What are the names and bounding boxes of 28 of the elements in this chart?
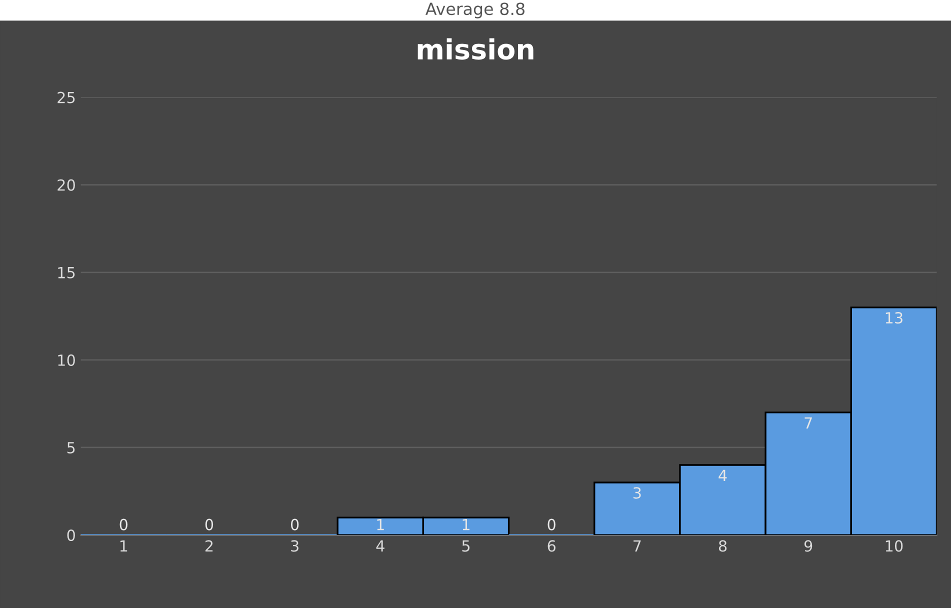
x-tick-label: 4 bbox=[376, 540, 384, 552]
data-label: 4 bbox=[718, 470, 727, 481]
text: Average 8.8 bbox=[426, 2, 524, 18]
y-tick-label: 10 bbox=[58, 354, 75, 366]
y-tick-label: 0 bbox=[67, 530, 75, 542]
data-label: 1 bbox=[377, 518, 384, 530]
x-tick-label: 6 bbox=[548, 540, 556, 552]
data-label: 0 bbox=[548, 518, 556, 530]
x-tick-label: 3 bbox=[291, 540, 298, 552]
y-tick-label: 5 bbox=[67, 442, 75, 454]
x-tick-label: 8 bbox=[718, 540, 727, 552]
data-label: 0 bbox=[205, 518, 214, 530]
x-tick-label: 7 bbox=[634, 540, 641, 552]
data-label: 1 bbox=[462, 518, 470, 530]
y-tick-label: 15 bbox=[58, 267, 75, 278]
x-tick-label: 10 bbox=[886, 540, 903, 552]
data-label: 0 bbox=[120, 518, 128, 530]
data-label: 7 bbox=[804, 417, 812, 428]
x-tick-label: 2 bbox=[205, 540, 213, 552]
y-tick-label: 20 bbox=[58, 179, 75, 191]
data-label: 3 bbox=[633, 487, 641, 499]
chart-title: mission bbox=[418, 38, 534, 60]
data-label: 13 bbox=[886, 312, 902, 324]
x-tick-label: 5 bbox=[462, 540, 470, 552]
x-tick-label: 9 bbox=[804, 540, 812, 552]
x-tick-label: 1 bbox=[120, 540, 128, 552]
y-tick-label: 25 bbox=[58, 92, 75, 104]
data-label: 0 bbox=[290, 518, 299, 530]
